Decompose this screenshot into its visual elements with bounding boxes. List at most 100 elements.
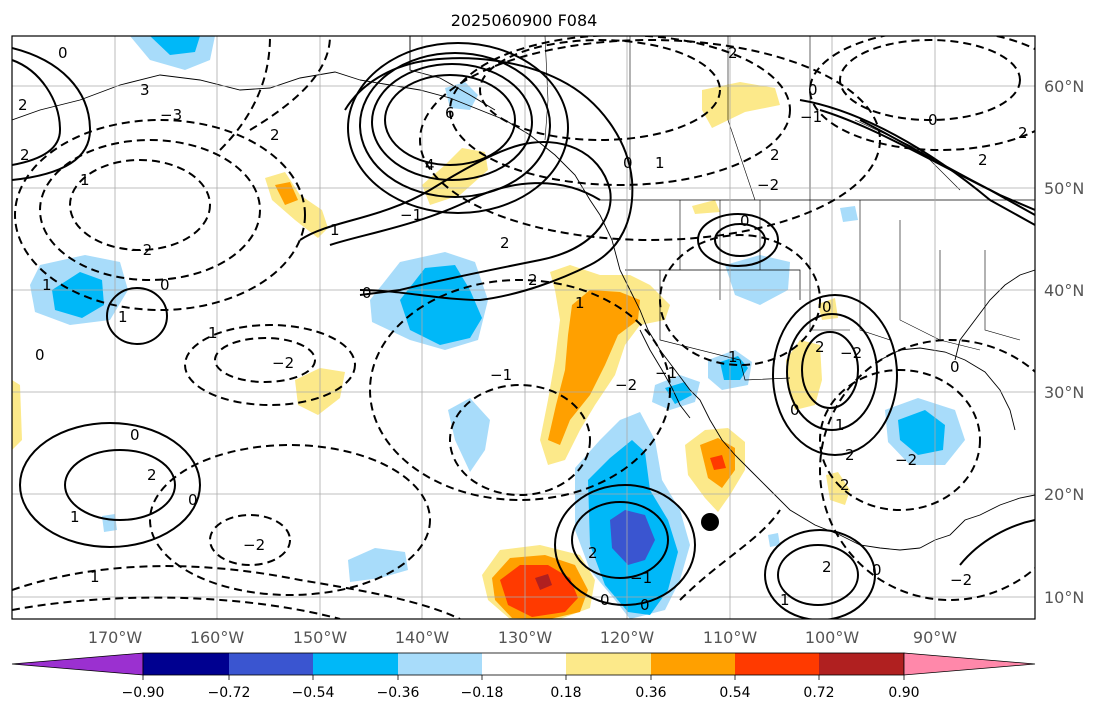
shade-mid-blue xyxy=(610,510,655,565)
colorbar: −0.90 −0.72 −0.54 −0.36 −0.18 0.18 0.36 … xyxy=(11,652,1036,701)
colorbar-segment xyxy=(313,653,398,675)
colorbar-segment xyxy=(819,653,904,675)
lon-label: 90°W xyxy=(913,628,957,647)
contour-label: 0 xyxy=(160,276,170,294)
contour-label: 0 xyxy=(950,358,960,376)
contour-label: −2 xyxy=(130,241,152,259)
lon-label: 130°W xyxy=(498,628,553,647)
contour-label: 2 xyxy=(1018,124,1028,142)
shade-red xyxy=(710,455,726,470)
shade-yellow xyxy=(702,82,780,128)
contour-label: 0 xyxy=(130,426,140,444)
contour-label: 2 xyxy=(20,146,30,164)
contour-label: −2 xyxy=(757,176,779,194)
colorbar-ticks xyxy=(142,675,905,680)
contour-label: 2 xyxy=(822,558,832,576)
contour-label: 2 xyxy=(588,544,598,562)
contour-label: −2 xyxy=(243,536,265,554)
shade-light-blue xyxy=(348,548,408,582)
contour-label: 0 xyxy=(362,284,372,302)
longitude-labels: 170°W 160°W 150°W 140°W 130°W 120°W 110°… xyxy=(88,628,957,647)
contour-label: 0 xyxy=(35,346,45,364)
shade-light-blue xyxy=(840,206,858,222)
lon-label: 120°W xyxy=(600,628,655,647)
shade-light-blue xyxy=(768,533,780,547)
contour-label: 1 xyxy=(80,171,90,189)
contour-labels: 0 2 3 6 4 1 −1 −2 −3 0 1 2 0 −1 2 0 1 2 … xyxy=(18,44,1028,614)
contour-label: −2 xyxy=(615,376,637,394)
location-marker xyxy=(701,513,719,531)
shade-light-blue xyxy=(448,398,490,472)
contour-label: 1 xyxy=(780,591,790,609)
contour-label: −1 xyxy=(400,206,422,224)
shade-light-blue xyxy=(725,255,790,305)
contour-label: 1 xyxy=(655,154,665,172)
contour-label: 1 xyxy=(118,308,128,326)
colorbar-tick-label: 0.90 xyxy=(888,685,919,701)
lon-label: 150°W xyxy=(293,628,348,647)
contour-label: 0 xyxy=(188,491,198,509)
contour-label: 6 xyxy=(445,104,455,122)
colorbar-extend-left xyxy=(11,652,144,676)
colorbar-tick-label: −0.18 xyxy=(461,685,504,701)
contour-label: 0 xyxy=(740,212,750,230)
contour-label: 3 xyxy=(140,81,150,99)
colorbar-segment xyxy=(482,653,566,675)
shade-orange xyxy=(548,290,640,445)
contour-label: 2 xyxy=(147,466,157,484)
contour-label: −1 xyxy=(630,569,652,587)
colorbar-tick-label: −0.54 xyxy=(292,685,335,701)
contour-label: 0 xyxy=(928,111,938,129)
shade-blue xyxy=(720,356,748,380)
lat-label: 60°N xyxy=(1044,77,1084,96)
colorbar-segment xyxy=(143,653,229,675)
colorbar-segment xyxy=(566,653,651,675)
contour-label: 1 xyxy=(835,416,845,434)
contour-label: 0 xyxy=(600,591,610,609)
colorbar-segment xyxy=(735,653,819,675)
colorbar-tick-label: −0.36 xyxy=(377,685,420,701)
contour-label: 0 xyxy=(822,298,832,316)
contour-label: −2 xyxy=(840,344,862,362)
contour-label: 1 xyxy=(208,324,218,342)
map-title: 2025060900 F084 xyxy=(451,11,598,30)
colorbar-tick-label: 0.36 xyxy=(635,685,666,701)
shade-yellow xyxy=(12,380,22,450)
colorbar-tick-label: −0.72 xyxy=(208,685,251,701)
latitude-labels: 60°N 50°N 40°N 30°N 20°N 10°N xyxy=(1044,77,1084,607)
map-frame xyxy=(11,35,1036,620)
shade-blue xyxy=(52,272,104,318)
colorbar-tick-label: −0.90 xyxy=(122,685,165,701)
contour-label: 2 xyxy=(978,151,988,169)
contour-label: 2 xyxy=(18,96,28,114)
contour-label: −1 xyxy=(655,364,677,382)
dashed-contours xyxy=(12,36,1035,619)
contour-label: 2 xyxy=(815,338,825,356)
contour-label: 4 xyxy=(425,156,435,174)
lat-label: 10°N xyxy=(1044,588,1084,607)
lon-label: 100°W xyxy=(805,628,860,647)
lat-label: 40°N xyxy=(1044,281,1084,300)
colorbar-tick-label: 0.72 xyxy=(803,685,834,701)
contour-label: 1 xyxy=(90,568,100,586)
shade-dark-red xyxy=(535,574,552,590)
contour-label: 2 xyxy=(728,44,738,62)
contour-label: 0 xyxy=(790,401,800,419)
contour-label: −2 xyxy=(895,451,917,469)
contour-label: 2 xyxy=(845,446,855,464)
contour-label: 1 xyxy=(575,294,585,312)
colorbar-segment xyxy=(229,653,313,675)
contour-label: 2 xyxy=(270,126,280,144)
contour-label: 2 xyxy=(528,271,538,289)
colorbar-extend-right xyxy=(903,652,1036,676)
contour-label: −1 xyxy=(800,108,822,126)
colorbar-tick-label: 0.54 xyxy=(719,685,750,701)
contour-label: −1 xyxy=(490,366,512,384)
contour-label: 1 xyxy=(728,348,738,366)
contour-label: −2 xyxy=(272,354,294,372)
lon-label: 110°W xyxy=(703,628,758,647)
lat-label: 50°N xyxy=(1044,179,1084,198)
shade-red xyxy=(500,565,578,617)
contour-label: 2 xyxy=(770,146,780,164)
